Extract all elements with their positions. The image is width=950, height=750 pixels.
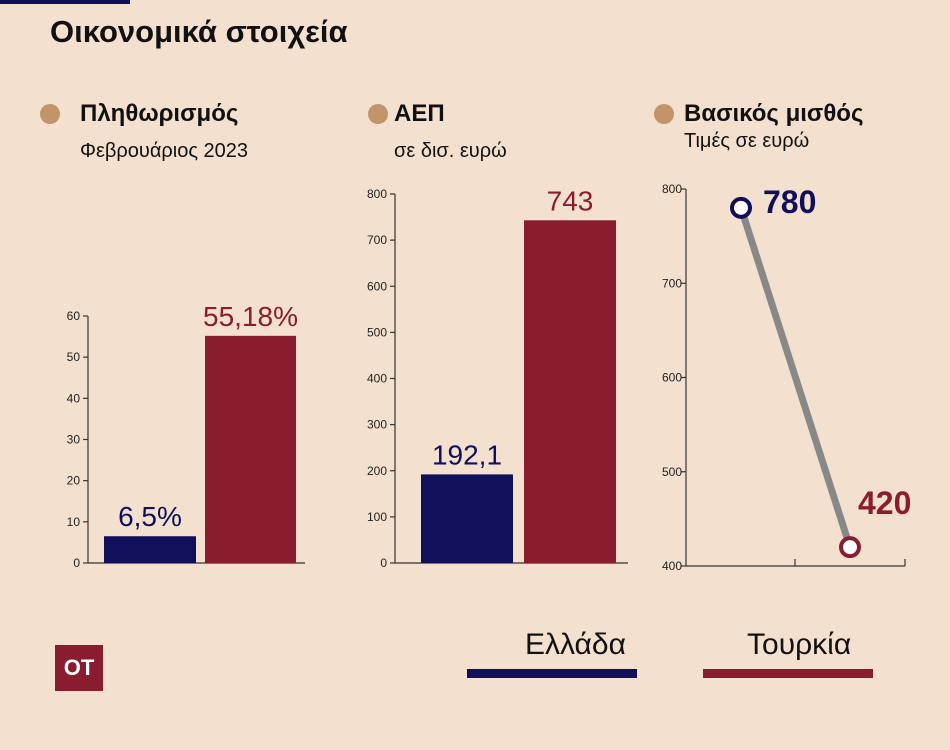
bar-greece	[104, 536, 196, 563]
y-tick-label: 500	[662, 465, 682, 479]
legend-turkey-label: Τουρκία	[747, 628, 852, 661]
y-tick-label: 800	[662, 182, 682, 196]
ot-logo: OT	[55, 645, 103, 691]
data-label-turkey: 743	[547, 185, 594, 216]
y-tick-label: 600	[662, 371, 682, 385]
y-tick-label: 50	[67, 350, 81, 364]
wage-title: Βασικός μισθός	[684, 100, 864, 127]
y-tick-label: 300	[367, 418, 387, 432]
y-tick-label: 20	[67, 474, 81, 488]
point-greece	[730, 196, 752, 219]
gdp-subtitle: σε δισ. ευρώ	[394, 140, 507, 162]
y-tick-label: 100	[367, 510, 387, 524]
y-tick-label: 500	[367, 325, 387, 339]
inflation-subtitle: Φεβρουάριος 2023	[80, 140, 249, 162]
y-tick-label: 0	[380, 556, 387, 570]
y-tick-label: 400	[367, 372, 387, 386]
data-label-greece: 192,1	[432, 439, 502, 470]
top-rule	[0, 0, 130, 4]
inflation-title: Πληθωρισμός	[80, 100, 239, 127]
y-tick-label: 60	[67, 309, 81, 323]
y-tick-label: 0	[73, 556, 80, 570]
y-tick-label: 700	[367, 233, 387, 247]
y-tick-label: 700	[662, 276, 682, 290]
y-tick-label: 40	[67, 391, 81, 405]
gdp-title: ΑΕΠ	[394, 100, 445, 127]
bullet-dot	[40, 104, 60, 124]
y-tick-label: 10	[67, 515, 81, 529]
data-label-turkey: 55,18%	[203, 301, 298, 332]
bar-turkey	[524, 220, 616, 563]
bullet-dot	[654, 104, 674, 124]
bar-turkey	[205, 335, 296, 563]
y-tick-label: 30	[67, 433, 81, 447]
y-tick-label: 600	[367, 279, 387, 293]
y-tick-label: 800	[367, 187, 387, 201]
bullet-dot	[368, 104, 388, 124]
y-tick-label: 400	[662, 559, 682, 573]
data-label-turkey: 420	[858, 485, 911, 521]
wage-connector-line	[737, 206, 854, 549]
page-title: Οικονομικά στοιχεία	[50, 14, 348, 49]
bar-greece	[421, 474, 513, 563]
legend-greece-label: Ελλάδα	[525, 628, 626, 661]
legend-greece-swatch	[467, 669, 637, 678]
data-label-greece: 6,5%	[118, 501, 182, 532]
legend-turkey-swatch	[703, 669, 873, 678]
wage-subtitle: Τιμές σε ευρώ	[684, 130, 810, 152]
data-label-greece: 780	[763, 184, 816, 220]
point-turkey	[839, 536, 861, 559]
y-tick-label: 200	[367, 464, 387, 478]
